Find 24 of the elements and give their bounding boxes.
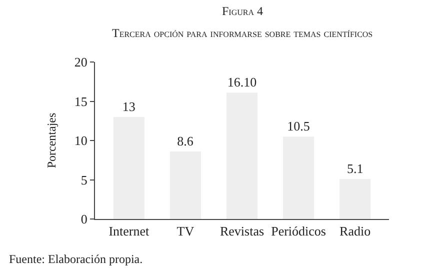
y-tick-label: 10	[74, 133, 88, 148]
x-tick-label: TV	[176, 224, 195, 239]
y-tick-label: 15	[74, 94, 88, 109]
x-tick-label: Internet	[108, 224, 150, 239]
x-tick-label: Revistas	[220, 224, 264, 239]
bar	[340, 178, 371, 219]
y-tick-label: 20	[74, 54, 88, 70]
bar	[226, 92, 258, 219]
source-note: Fuente: Elaboración propia.	[9, 252, 143, 266]
bar	[113, 116, 144, 219]
y-axis-title: Porcentajes	[44, 112, 59, 168]
data-label: 5.1	[346, 160, 364, 176]
data-label: 16.10	[227, 74, 257, 90]
bar	[282, 136, 314, 219]
data-label: 13	[122, 98, 136, 114]
x-tick-label: Periódicos	[271, 224, 326, 239]
chart-subtitle: Tercera opción para informarse sobre temas científicos	[112, 26, 373, 40]
y-tick-label: 0	[80, 212, 88, 227]
y-tick-label: 5	[80, 172, 88, 188]
data-label: 8.6	[177, 133, 194, 148]
chart-title: Figura 4	[222, 4, 264, 18]
bar	[170, 151, 202, 219]
data-label: 10.5	[287, 118, 310, 134]
x-tick-label: Radio	[340, 224, 371, 239]
